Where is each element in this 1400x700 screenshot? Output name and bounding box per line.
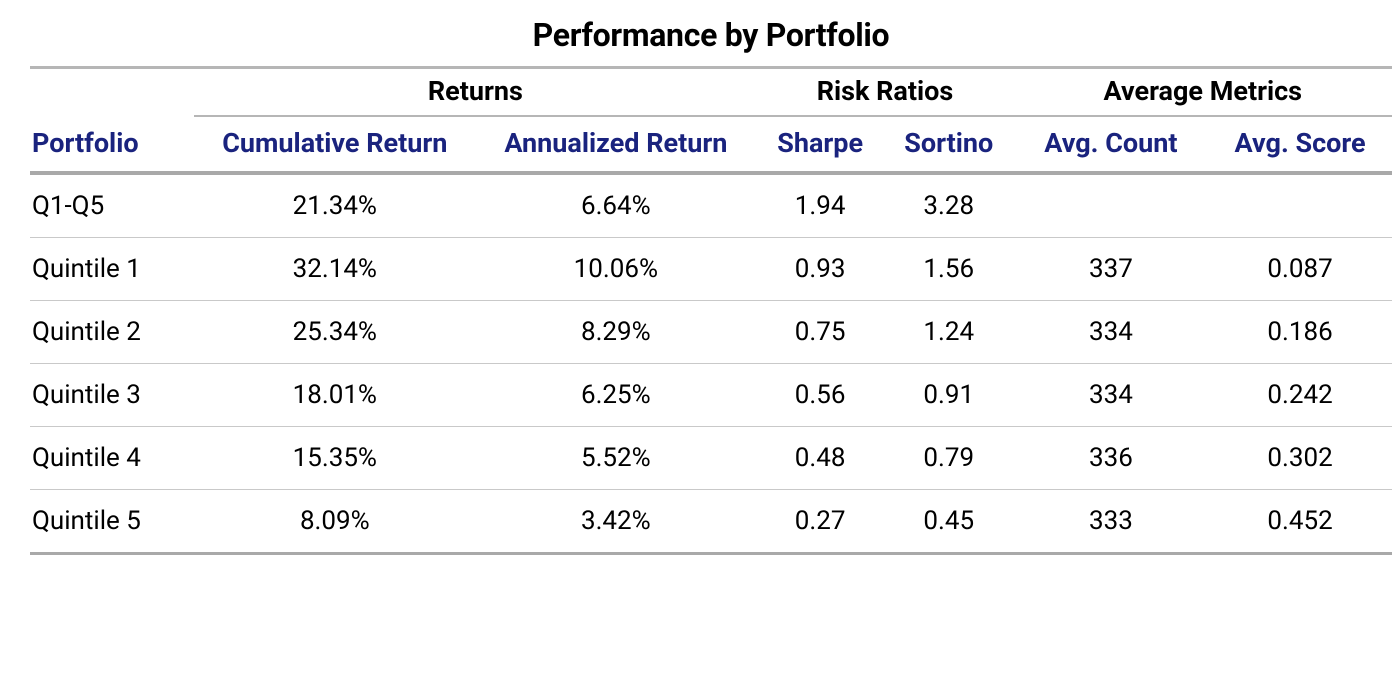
cell-sortino: 1.24 bbox=[884, 301, 1014, 364]
cell-annualized-return: 10.06% bbox=[475, 238, 756, 301]
cell-cumulative-return: 15.35% bbox=[194, 427, 475, 490]
cell-avg-score: 0.186 bbox=[1208, 301, 1392, 364]
cell-portfolio: Quintile 2 bbox=[30, 301, 194, 364]
cell-cumulative-return: 18.01% bbox=[194, 364, 475, 427]
table-row: Quintile 4 15.35% 5.52% 0.48 0.79 336 0.… bbox=[30, 427, 1392, 490]
table-container: Performance by Portfolio Returns Risk Ra… bbox=[0, 0, 1400, 555]
cell-sortino: 0.79 bbox=[884, 427, 1014, 490]
cell-avg-score: 0.452 bbox=[1208, 490, 1392, 554]
cell-annualized-return: 6.64% bbox=[475, 173, 756, 238]
cell-portfolio: Quintile 4 bbox=[30, 427, 194, 490]
group-average-metrics: Average Metrics bbox=[1014, 68, 1392, 117]
cell-avg-count: 334 bbox=[1014, 364, 1209, 427]
cell-cumulative-return: 21.34% bbox=[194, 173, 475, 238]
cell-sharpe: 0.27 bbox=[756, 490, 884, 554]
cell-portfolio: Quintile 3 bbox=[30, 364, 194, 427]
group-header-row: Returns Risk Ratios Average Metrics bbox=[30, 68, 1392, 117]
cell-avg-score: 0.087 bbox=[1208, 238, 1392, 301]
cell-avg-score: 0.302 bbox=[1208, 427, 1392, 490]
col-sharpe: Sharpe bbox=[756, 116, 884, 173]
col-cumulative-return: Cumulative Return bbox=[194, 116, 475, 173]
cell-cumulative-return: 25.34% bbox=[194, 301, 475, 364]
cell-avg-count: 337 bbox=[1014, 238, 1209, 301]
table-row: Quintile 5 8.09% 3.42% 0.27 0.45 333 0.4… bbox=[30, 490, 1392, 554]
group-returns: Returns bbox=[194, 68, 756, 117]
cell-sharpe: 0.56 bbox=[756, 364, 884, 427]
performance-table: Returns Risk Ratios Average Metrics Port… bbox=[30, 66, 1392, 555]
col-avg-score: Avg. Score bbox=[1208, 116, 1392, 173]
cell-sharpe: 0.93 bbox=[756, 238, 884, 301]
cell-avg-count bbox=[1014, 173, 1209, 238]
group-spacer bbox=[30, 68, 194, 117]
table-row: Quintile 3 18.01% 6.25% 0.56 0.91 334 0.… bbox=[30, 364, 1392, 427]
cell-annualized-return: 5.52% bbox=[475, 427, 756, 490]
cell-sharpe: 0.48 bbox=[756, 427, 884, 490]
cell-avg-count: 333 bbox=[1014, 490, 1209, 554]
col-sortino: Sortino bbox=[884, 116, 1014, 173]
cell-sortino: 1.56 bbox=[884, 238, 1014, 301]
col-annualized-return: Annualized Return bbox=[475, 116, 756, 173]
col-portfolio: Portfolio bbox=[30, 116, 194, 173]
table-row: Quintile 2 25.34% 8.29% 0.75 1.24 334 0.… bbox=[30, 301, 1392, 364]
table-title: Performance by Portfolio bbox=[30, 10, 1392, 66]
cell-sortino: 0.91 bbox=[884, 364, 1014, 427]
column-header-row: Portfolio Cumulative Return Annualized R… bbox=[30, 116, 1392, 173]
cell-sortino: 3.28 bbox=[884, 173, 1014, 238]
cell-avg-score bbox=[1208, 173, 1392, 238]
cell-sharpe: 1.94 bbox=[756, 173, 884, 238]
col-avg-count: Avg. Count bbox=[1014, 116, 1209, 173]
cell-cumulative-return: 8.09% bbox=[194, 490, 475, 554]
cell-avg-count: 336 bbox=[1014, 427, 1209, 490]
cell-sortino: 0.45 bbox=[884, 490, 1014, 554]
table-row: Q1-Q5 21.34% 6.64% 1.94 3.28 bbox=[30, 173, 1392, 238]
cell-avg-score: 0.242 bbox=[1208, 364, 1392, 427]
cell-portfolio: Q1-Q5 bbox=[30, 173, 194, 238]
cell-portfolio: Quintile 5 bbox=[30, 490, 194, 554]
cell-annualized-return: 3.42% bbox=[475, 490, 756, 554]
cell-portfolio: Quintile 1 bbox=[30, 238, 194, 301]
cell-sharpe: 0.75 bbox=[756, 301, 884, 364]
group-risk-ratios: Risk Ratios bbox=[756, 68, 1013, 117]
cell-avg-count: 334 bbox=[1014, 301, 1209, 364]
cell-annualized-return: 6.25% bbox=[475, 364, 756, 427]
cell-cumulative-return: 32.14% bbox=[194, 238, 475, 301]
table-row: Quintile 1 32.14% 10.06% 0.93 1.56 337 0… bbox=[30, 238, 1392, 301]
cell-annualized-return: 8.29% bbox=[475, 301, 756, 364]
